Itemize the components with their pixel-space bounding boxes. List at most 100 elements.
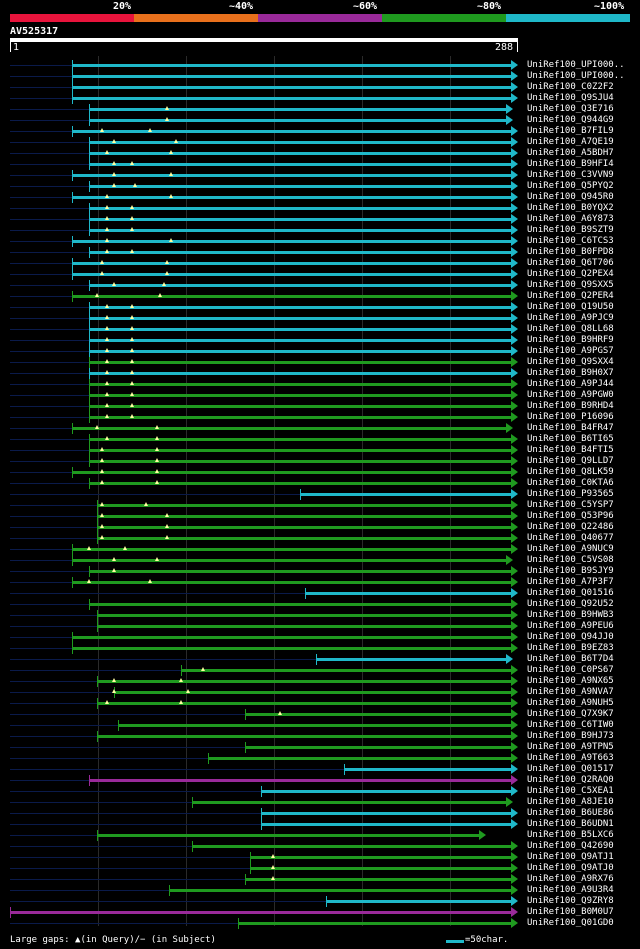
hit-row[interactable]: UniRef100_A9PJ44: [0, 379, 640, 390]
hit-row[interactable]: UniRef100_Q8LK59: [0, 467, 640, 478]
hit-row[interactable]: UniRef100_Q9ATJ0: [0, 863, 640, 874]
hit-row[interactable]: UniRef100_A9NUH5: [0, 698, 640, 709]
hit-row[interactable]: UniRef100_C5YSP7: [0, 500, 640, 511]
hit-label[interactable]: UniRef100_A9PGW0: [527, 390, 614, 400]
hit-label[interactable]: UniRef100_Q42690: [527, 841, 614, 851]
hit-bar[interactable]: [89, 570, 511, 573]
hit-row[interactable]: UniRef100_B9HWB3: [0, 610, 640, 621]
hit-bar[interactable]: [71, 86, 511, 89]
hit-bar[interactable]: [250, 867, 511, 870]
hit-label[interactable]: UniRef100_A8JE10: [527, 797, 614, 807]
hit-label[interactable]: UniRef100_B4FR47: [527, 423, 614, 433]
hit-row[interactable]: UniRef100_B6UE86: [0, 808, 640, 819]
hit-row[interactable]: UniRef100_Q7X9K7: [0, 709, 640, 720]
hit-label[interactable]: UniRef100_Q6T706: [527, 258, 614, 268]
hit-label[interactable]: UniRef100_A9NUH5: [527, 698, 614, 708]
hit-bar[interactable]: [89, 482, 511, 485]
hit-row[interactable]: UniRef100_A8JE10: [0, 797, 640, 808]
hit-row[interactable]: UniRef100_P93565: [0, 489, 640, 500]
hit-bar[interactable]: [315, 658, 506, 661]
hit-label[interactable]: UniRef100_B0FPD8: [527, 247, 614, 257]
hit-label[interactable]: UniRef100_A9NVA7: [527, 687, 614, 697]
hit-label[interactable]: UniRef100_C0Z2F2: [527, 82, 614, 92]
hit-row[interactable]: UniRef100_Q5PYQ2: [0, 181, 640, 192]
hit-bar[interactable]: [260, 812, 511, 815]
hit-row[interactable]: UniRef100_B6UDN1: [0, 819, 640, 830]
hit-label[interactable]: UniRef100_B5LXC6: [527, 830, 614, 840]
hit-label[interactable]: UniRef100_Q94JJ0: [527, 632, 614, 642]
hit-label[interactable]: UniRef100_Q9SXX5: [527, 280, 614, 290]
hit-bar[interactable]: [89, 350, 511, 353]
hit-row[interactable]: UniRef100_B9H0X7: [0, 368, 640, 379]
hit-row[interactable]: UniRef100_UPI000..: [0, 71, 640, 82]
hit-bar[interactable]: [89, 306, 511, 309]
hit-row[interactable]: UniRef100_C5XEA1: [0, 786, 640, 797]
hit-row[interactable]: UniRef100_A9NX65: [0, 676, 640, 687]
hit-row[interactable]: UniRef100_C6TIW0: [0, 720, 640, 731]
hit-label[interactable]: UniRef100_Q2PEX4: [527, 269, 614, 279]
hit-bar[interactable]: [96, 504, 511, 507]
hit-bar[interactable]: [71, 262, 511, 265]
hit-row[interactable]: UniRef100_Q6T706: [0, 258, 640, 269]
hit-row[interactable]: UniRef100_Q9SXX5: [0, 280, 640, 291]
hit-bar[interactable]: [89, 284, 511, 287]
hit-bar[interactable]: [181, 669, 511, 672]
hit-bar[interactable]: [71, 471, 511, 474]
hit-row[interactable]: UniRef100_A9TPN5: [0, 742, 640, 753]
hit-row[interactable]: UniRef100_B0YQX2: [0, 203, 640, 214]
hit-row[interactable]: UniRef100_B4FR47: [0, 423, 640, 434]
hit-label[interactable]: UniRef100_C5YSP7: [527, 500, 614, 510]
hit-row[interactable]: UniRef100_A5BDH7: [0, 148, 640, 159]
hit-label[interactable]: UniRef100_Q01GD0: [527, 918, 614, 928]
hit-row[interactable]: UniRef100_A6Y873: [0, 214, 640, 225]
hit-label[interactable]: UniRef100_Q9ATJ0: [527, 863, 614, 873]
hit-bar[interactable]: [89, 218, 511, 221]
hit-row[interactable]: UniRef100_Q92U52: [0, 599, 640, 610]
hit-bar[interactable]: [89, 141, 511, 144]
hit-label[interactable]: UniRef100_P16096: [527, 412, 614, 422]
hit-bar[interactable]: [89, 328, 511, 331]
hit-row[interactable]: UniRef100_C0KTA6: [0, 478, 640, 489]
hit-bar[interactable]: [71, 174, 511, 177]
hit-label[interactable]: UniRef100_Q53P96: [527, 511, 614, 521]
hit-row[interactable]: UniRef100_Q945R0: [0, 192, 640, 203]
hit-label[interactable]: UniRef100_Q7X9K7: [527, 709, 614, 719]
hit-bar[interactable]: [96, 735, 511, 738]
hit-bar[interactable]: [89, 416, 511, 419]
hit-bar[interactable]: [89, 207, 511, 210]
hit-label[interactable]: UniRef100_Q2RAQ0: [527, 775, 614, 785]
hit-label[interactable]: UniRef100_A9NX65: [527, 676, 614, 686]
hit-row[interactable]: UniRef100_Q3E716: [0, 104, 640, 115]
hit-bar[interactable]: [71, 240, 511, 243]
hit-row[interactable]: UniRef100_B0M0U7: [0, 907, 640, 918]
hit-row[interactable]: UniRef100_Q9ATJ1: [0, 852, 640, 863]
hit-row[interactable]: UniRef100_Q01516: [0, 588, 640, 599]
hit-row[interactable]: UniRef100_B4FTI5: [0, 445, 640, 456]
hit-bar[interactable]: [89, 251, 511, 254]
hit-bar[interactable]: [96, 515, 511, 518]
hit-label[interactable]: UniRef100_Q8LK59: [527, 467, 614, 477]
hit-label[interactable]: UniRef100_B9HWB3: [527, 610, 614, 620]
hit-row[interactable]: UniRef100_B9HFI4: [0, 159, 640, 170]
hit-row[interactable]: UniRef100_B5LXC6: [0, 830, 640, 841]
hit-bar[interactable]: [89, 361, 511, 364]
hit-row[interactable]: UniRef100_Q01GD0: [0, 918, 640, 929]
hit-row[interactable]: UniRef100_UPI000..: [0, 60, 640, 71]
hit-label[interactable]: UniRef100_A9RX76: [527, 874, 614, 884]
hit-row[interactable]: UniRef100_Q2RAQ0: [0, 775, 640, 786]
hit-bar[interactable]: [71, 75, 511, 78]
hit-row[interactable]: UniRef100_C0PS67: [0, 665, 640, 676]
hit-row[interactable]: UniRef100_B9EZ83: [0, 643, 640, 654]
hit-bar[interactable]: [89, 372, 511, 375]
hit-label[interactable]: UniRef100_B6T7D4: [527, 654, 614, 664]
hit-bar[interactable]: [191, 845, 511, 848]
hit-label[interactable]: UniRef100_Q945R0: [527, 192, 614, 202]
hit-row[interactable]: UniRef100_Q42690: [0, 841, 640, 852]
hit-bar[interactable]: [237, 922, 511, 925]
hit-bar[interactable]: [244, 878, 511, 881]
hit-bar[interactable]: [89, 185, 511, 188]
hit-bar[interactable]: [71, 581, 511, 584]
hit-bar[interactable]: [244, 746, 511, 749]
hit-row[interactable]: UniRef100_A9PJC9: [0, 313, 640, 324]
hit-label[interactable]: UniRef100_B9H0X7: [527, 368, 614, 378]
